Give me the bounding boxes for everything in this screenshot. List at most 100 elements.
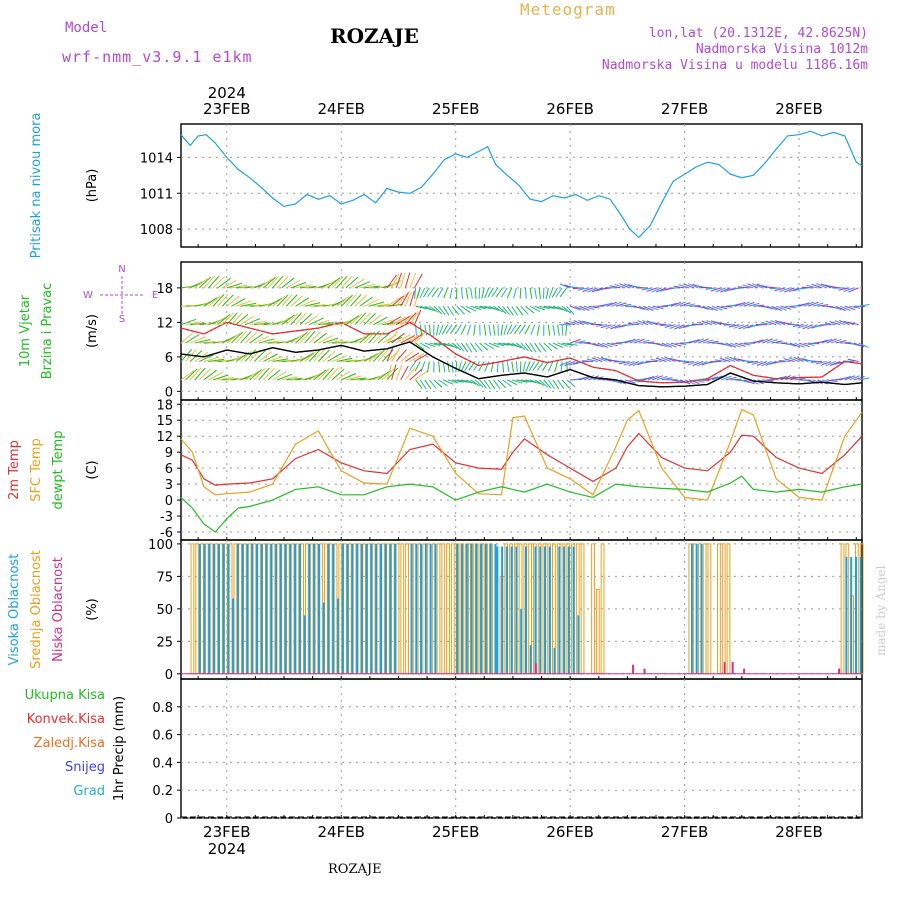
- wind-barb: [400, 292, 410, 307]
- ytick-label: 0.4: [152, 756, 173, 771]
- panel-label: Konvek.Kisa: [27, 712, 105, 727]
- wind-barb: [373, 303, 390, 307]
- wind-barb: [461, 379, 473, 384]
- wind-barb: [634, 305, 645, 310]
- year-label-bottom: 2024: [208, 840, 246, 858]
- series-line-temperature: [180, 475, 863, 533]
- series-line-temperature: [180, 408, 863, 501]
- wind-barb: [487, 287, 494, 298]
- cloud-bar-high: [255, 543, 258, 674]
- wind-barb: [516, 379, 528, 383]
- wind-barb: [562, 342, 574, 346]
- wind-barb: [313, 332, 327, 344]
- wind-barb: [249, 320, 266, 326]
- wind-barb: [687, 324, 699, 327]
- wind-barb: [409, 353, 425, 362]
- cloud-bar-mid: [204, 543, 209, 675]
- wind-barb: [345, 315, 360, 326]
- wind-barb: [364, 285, 381, 289]
- wind-barb: [429, 342, 441, 347]
- wind-barb: [770, 320, 781, 326]
- wind-barb: [707, 376, 719, 381]
- wind-barb: [386, 274, 397, 289]
- wind-barb: [286, 279, 301, 289]
- wind-barb: [618, 360, 630, 365]
- cloud-bar-mid: [219, 543, 223, 675]
- wind-barb: [431, 287, 439, 298]
- wind-barb: [427, 287, 435, 298]
- wind-barb: [619, 283, 630, 289]
- cloud-bar-high: [327, 543, 330, 674]
- wind-barb: [552, 324, 556, 336]
- cloud-bar-high: [270, 543, 273, 674]
- wind-barb: [774, 287, 786, 292]
- wind-barb: [258, 351, 272, 362]
- wind-barb: [212, 294, 225, 307]
- wind-barb: [757, 338, 769, 344]
- wind-barb: [502, 361, 505, 373]
- wind-barb: [299, 313, 313, 326]
- wind-barb: [404, 291, 412, 307]
- wind-barb: [530, 324, 536, 336]
- wind-barb: [350, 377, 367, 381]
- cloud-bar-high: [424, 543, 427, 674]
- wind-barb: [520, 305, 529, 315]
- wind-barb: [308, 349, 321, 362]
- wind-barb: [198, 276, 212, 289]
- ytick-label: 12: [156, 430, 173, 445]
- cloud-bar-mid: [707, 543, 712, 675]
- cloud-bar-mid: [266, 543, 271, 675]
- panel-unit: (C): [85, 460, 100, 479]
- wind-barb: [551, 287, 558, 298]
- compass-e: E: [152, 290, 158, 301]
- xtick-label-bottom: 25FEB: [432, 823, 479, 841]
- wind-barb: [313, 319, 330, 326]
- wind-barb: [793, 356, 804, 362]
- ytick-label: 12: [156, 316, 173, 331]
- watermark: made by Angel: [874, 565, 888, 656]
- wind-barb: [419, 342, 431, 349]
- cloud-bar-high: [198, 543, 201, 674]
- wind-barb: [466, 324, 472, 336]
- wind-barb: [675, 342, 687, 345]
- wind-barb: [670, 342, 682, 347]
- wind-barb: [336, 275, 348, 289]
- wind-barb: [779, 287, 791, 293]
- wind-barb: [730, 303, 742, 307]
- wind-barb: [840, 375, 851, 381]
- wind-barb: [835, 305, 846, 311]
- wind-barb: [730, 378, 742, 381]
- wind-barb: [272, 295, 286, 307]
- wind-barb: [534, 379, 545, 386]
- wind-barb: [707, 340, 719, 344]
- wind-barb: [788, 287, 800, 293]
- wind-barb: [554, 361, 559, 373]
- wind-barb: [797, 287, 809, 290]
- wind-barb: [395, 349, 407, 362]
- wind-barb: [742, 284, 754, 289]
- wind-barb: [254, 322, 271, 326]
- wind-barb: [452, 379, 464, 383]
- panel-label: Visoka Oblacnost: [7, 554, 22, 666]
- wind-barb: [436, 324, 440, 336]
- wind-barb: [602, 302, 613, 307]
- wind-barb: [785, 305, 797, 309]
- cloud-bar-low: [838, 668, 841, 674]
- wind-barb: [304, 330, 316, 344]
- panel-frame: [180, 123, 863, 248]
- wind-barb: [529, 342, 537, 353]
- ytick-label: 3: [165, 478, 173, 493]
- wind-barb: [547, 324, 551, 336]
- panel-unit: 1hr Precip (mm): [112, 696, 127, 801]
- wind-barb: [502, 305, 510, 316]
- cloud-bar-mid: [304, 543, 309, 675]
- wind-barb: [798, 342, 810, 348]
- wind-barb: [212, 276, 225, 289]
- wind-barb: [794, 378, 806, 381]
- wind-barb: [548, 342, 558, 350]
- wind-barb: [666, 302, 677, 307]
- wind-barb: [765, 286, 777, 289]
- wind-barb: [844, 305, 856, 311]
- xtick-label-top: 24FEB: [317, 100, 364, 118]
- wind-barb: [263, 276, 276, 289]
